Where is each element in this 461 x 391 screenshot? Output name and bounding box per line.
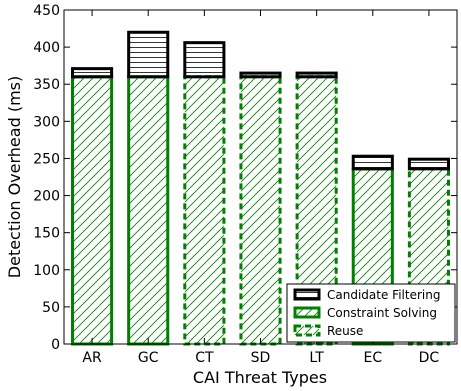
- y-tick-label: 350: [33, 77, 60, 93]
- legend-swatch-reuse: [293, 324, 321, 337]
- x-tick-label-gc: GC: [138, 350, 159, 366]
- legend-label-reuse: Reuse: [327, 324, 363, 338]
- bar-candidate-filtering-dc: [407, 157, 450, 171]
- x-tick-label-ec: EC: [363, 350, 382, 366]
- x-tick-label-dc: DC: [419, 350, 440, 366]
- bar-candidate-filtering-ct: [183, 41, 226, 79]
- y-tick-label: 300: [33, 114, 60, 130]
- bar-candidate-filtering-ec: [351, 154, 394, 171]
- y-tick-label: 400: [33, 40, 60, 56]
- legend-label-candidate-filtering: Candidate Filtering: [327, 288, 440, 302]
- bar-candidate-filtering-ar: [71, 67, 114, 79]
- y-tick-label: 150: [33, 226, 60, 242]
- x-tick-label-ct: CT: [195, 350, 214, 366]
- bar-reuse-ct: [183, 75, 226, 346]
- y-tick-label: 250: [33, 151, 60, 167]
- y-tick-label: 450: [33, 3, 60, 19]
- x-axis: AR GC CT SD LT EC DC: [82, 10, 439, 366]
- y-axis: 0 50 100 150 200 250 300 350 400 450: [33, 3, 457, 353]
- legend-swatch-constraint-solving: [293, 306, 321, 319]
- legend-label-constraint-solving: Constraint Solving: [327, 306, 437, 320]
- bar-candidate-filtering-gc: [127, 30, 170, 79]
- x-tick-label-ar: AR: [82, 350, 102, 366]
- x-tick-label-lt: LT: [309, 350, 324, 366]
- y-axis-label: Detection Overhead (ms): [5, 76, 24, 278]
- bar-candidate-filtering-sd: [239, 71, 282, 79]
- bar-constraint-solving-gc: [127, 75, 170, 346]
- bar-candidate-filtering-lt: [295, 71, 338, 79]
- y-tick-label: 100: [33, 263, 60, 279]
- bar-reuse-sd: [239, 75, 282, 346]
- y-tick-label: 200: [33, 189, 60, 205]
- x-tick-label-sd: SD: [251, 350, 271, 366]
- x-axis-label: CAI Threat Types: [193, 368, 327, 387]
- y-tick-label: 0: [51, 337, 60, 353]
- y-tick-label: 50: [42, 300, 60, 316]
- legend: Candidate Filtering Constraint Solving Reu…: [286, 283, 456, 343]
- bar-constraint-solving-ar: [71, 75, 114, 346]
- legend-swatch-candidate-filtering: [293, 288, 321, 301]
